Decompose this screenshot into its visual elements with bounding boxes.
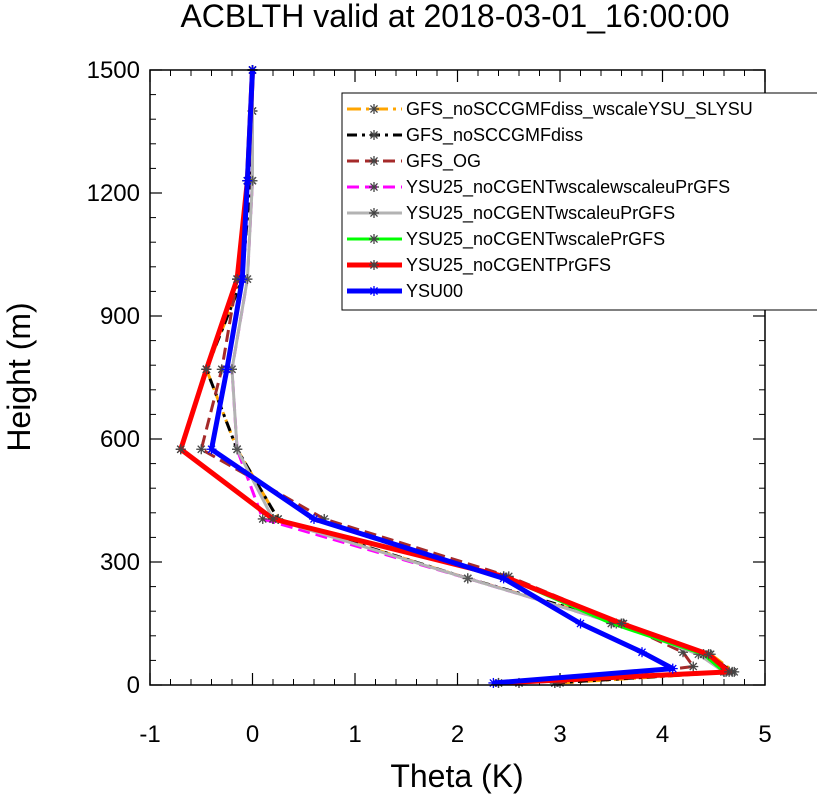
series-marker <box>637 647 647 658</box>
series-marker <box>688 661 699 672</box>
legend-label: YSU25_noCGENTwscalePrGFS <box>406 229 665 250</box>
series-marker <box>237 274 248 285</box>
legend-label: YSU00 <box>406 281 463 301</box>
y-tick-label: 300 <box>100 549 140 576</box>
series-marker <box>724 666 735 677</box>
series-lines <box>175 65 740 688</box>
series-marker <box>369 260 379 270</box>
legend-entry: YSU25_noCGENTwscalewscaleuPrGFS <box>347 177 730 198</box>
series-marker <box>369 156 379 166</box>
y-tick-label: 0 <box>127 672 140 699</box>
series-marker <box>257 513 268 524</box>
x-tick-label: 1 <box>348 721 361 748</box>
series-marker <box>369 208 379 218</box>
y-tick-label: 600 <box>100 426 140 453</box>
series-marker <box>206 444 217 455</box>
y-tick-label: 1200 <box>87 180 140 207</box>
y-tick-label: 1500 <box>87 57 140 84</box>
series-marker <box>242 175 253 186</box>
series-marker <box>201 364 212 375</box>
legend-label: GFS_noSCCGMFdiss_wscaleYSU_SLYSU <box>406 99 753 120</box>
series-marker <box>667 663 678 674</box>
x-axis-title: Theta (K) <box>390 758 523 794</box>
series-marker <box>175 444 186 455</box>
series-marker <box>462 573 473 584</box>
chart-title: ACBLTH valid at 2018-03-01_16:00:00 <box>180 0 729 34</box>
series-marker <box>616 618 627 629</box>
legend-entry: GFS_noSCCGMFdiss_wscaleYSU_SLYSU <box>347 99 753 120</box>
series-marker <box>196 444 207 455</box>
legend-entries: GFS_noSCCGMFdiss_wscaleYSU_SLYSU GFS_noSC… <box>347 99 753 301</box>
legend-label: YSU25_noCGENTPrGFS <box>406 255 611 276</box>
tick-labels: -1 0 1 2 3 4 5 0 300 600 900 1200 1500 <box>87 57 772 748</box>
series-marker <box>309 513 319 524</box>
plot-frame <box>149 69 766 686</box>
legend-entry: YSU25_noCGENTwscalePrGFS <box>347 229 665 250</box>
legend-entry: YSU25_noCGENTPrGFS <box>347 255 611 276</box>
series-line <box>204 70 734 685</box>
y-axis-title: Height (m) <box>1 302 37 451</box>
legend-entry: YSU00 <box>347 281 463 301</box>
legend-label: YSU25_noCGENTwscaleuPrGFS <box>406 203 675 224</box>
x-tick-label: 4 <box>656 721 669 748</box>
legend-label: GFS_noSCCGMFdiss <box>406 125 583 146</box>
series-marker <box>369 130 379 140</box>
x-tick-label: 5 <box>758 721 771 748</box>
x-tick-label: 3 <box>553 721 566 748</box>
series-marker <box>268 513 278 524</box>
legend-entry: YSU25_noCGENTwscaleuPrGFS <box>347 203 675 224</box>
series-marker <box>369 182 379 192</box>
x-tick-label: 2 <box>451 721 464 748</box>
y-tick-label: 900 <box>100 303 140 330</box>
series-marker <box>221 364 232 375</box>
series-marker <box>232 444 243 455</box>
legend-entry: GFS_noSCCGMFdiss <box>347 125 583 146</box>
series-marker <box>369 104 379 114</box>
legend-entry: GFS_OG <box>347 151 481 172</box>
legend: GFS_noSCCGMFdiss_wscaleYSU_SLYSU GFS_noSC… <box>341 92 817 311</box>
x-tick-label: 0 <box>246 721 259 748</box>
legend-label: GFS_OG <box>406 151 481 172</box>
x-tick-label: -1 <box>139 721 160 748</box>
legend-label: YSU25_noCGENTwscalewscaleuPrGFS <box>406 177 730 198</box>
series-marker <box>369 286 379 296</box>
series-marker <box>498 573 509 584</box>
series-marker <box>575 618 586 629</box>
series-marker <box>703 649 714 660</box>
legend-box <box>341 92 817 311</box>
series-marker <box>369 234 379 244</box>
series-marker <box>488 677 499 688</box>
